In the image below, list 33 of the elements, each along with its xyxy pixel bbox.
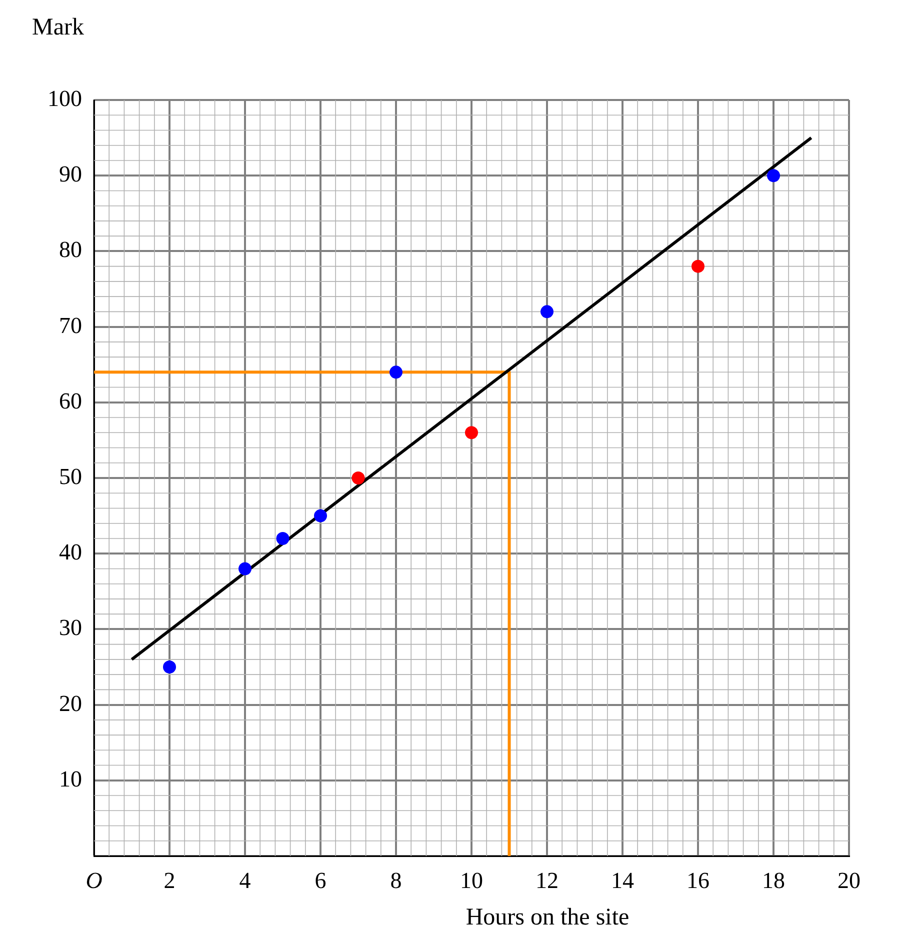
y-tick-label: 60 — [59, 388, 82, 414]
y-tick-label: 50 — [59, 464, 82, 490]
y-tick-label: 20 — [59, 690, 82, 716]
x-tick-label: 16 — [686, 868, 710, 893]
point — [540, 305, 554, 318]
y-tick-label: 70 — [59, 312, 82, 338]
point — [314, 509, 327, 522]
point — [767, 169, 780, 182]
y-tick-label: 90 — [59, 162, 82, 187]
x-tick-label: O — [86, 868, 103, 893]
y-tick-label: 100 — [48, 86, 82, 112]
y-axis-title: Mark — [32, 14, 84, 40]
y-tick-label: 10 — [59, 766, 82, 792]
point — [390, 366, 402, 379]
x-tick-label: 8 — [390, 868, 402, 893]
y-tick-label: 30 — [59, 615, 82, 640]
x-tick-label: 18 — [762, 868, 785, 893]
point — [465, 426, 478, 440]
y-tick-label: 80 — [59, 237, 82, 262]
point — [276, 532, 290, 545]
x-tick-label: 4 — [239, 868, 252, 893]
y-tick-label: 40 — [59, 540, 82, 565]
point — [238, 562, 252, 576]
x-tick-label: 10 — [460, 868, 483, 893]
x-tick-label: 2 — [164, 868, 176, 893]
x-tick-label: 20 — [838, 868, 860, 893]
x-tick-label: 6 — [314, 868, 326, 893]
x-tick-label: 12 — [536, 868, 558, 893]
point — [352, 472, 365, 484]
x-axis-title: Hours on the site — [466, 904, 630, 930]
point — [692, 260, 704, 273]
point — [163, 660, 176, 674]
x-tick-label: 14 — [611, 868, 634, 893]
